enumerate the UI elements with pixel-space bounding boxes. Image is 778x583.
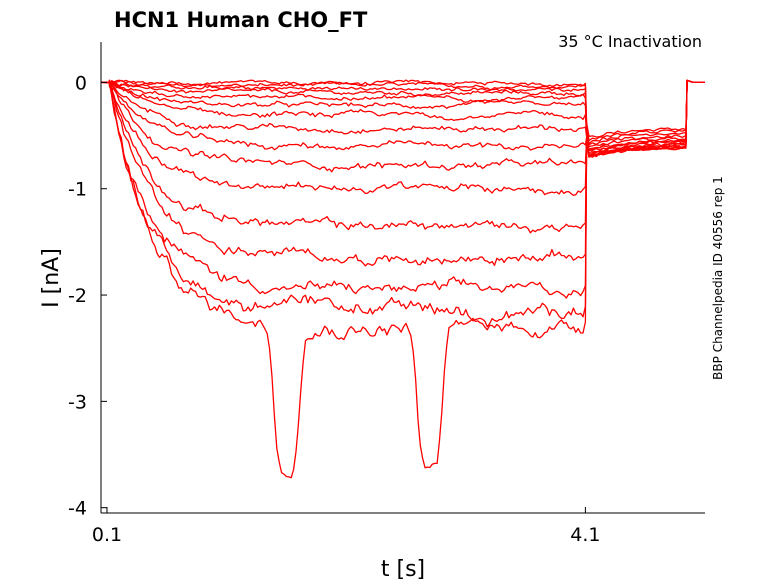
current-trace [101, 79, 705, 142]
y-axis-label: I [nA] [39, 248, 64, 308]
current-trace [100, 79, 705, 234]
current-trace [100, 79, 705, 479]
current-trace [100, 79, 705, 152]
x-axis-ticks: 0.1 4.1 [92, 507, 601, 546]
current-trace [101, 79, 705, 155]
current-trace [100, 79, 705, 146]
current-trace [100, 79, 705, 145]
current-trace [100, 79, 705, 148]
current-trace [100, 79, 705, 151]
x-tick-label: 0.1 [92, 524, 122, 546]
plot-area: 0 -1 -2 -3 -4 0.1 4.1 [68, 42, 705, 546]
channelpedia-id-label: BBP Channelpedia ID 40556 rep 1 [711, 176, 725, 380]
current-trace [100, 79, 705, 197]
x-axis-label: t [s] [381, 557, 425, 582]
y-tick-label: -1 [68, 179, 87, 201]
y-tick-label: -4 [68, 498, 87, 520]
chart-subtitle: 35 °C Inactivation [558, 32, 702, 51]
current-trace [100, 79, 705, 328]
y-axis-ticks: 0 -1 -2 -3 -4 [68, 72, 107, 520]
x-tick-label: 4.1 [570, 524, 600, 546]
y-tick-label: -3 [68, 391, 87, 413]
current-trace [100, 79, 705, 299]
y-tick-label: 0 [75, 72, 87, 94]
y-tick-label: -2 [68, 285, 87, 307]
current-traces [100, 79, 705, 479]
chart-title: HCN1 Human CHO_FT [114, 8, 368, 32]
current-trace [100, 79, 705, 150]
current-trace [100, 79, 705, 173]
current-trace [100, 79, 705, 267]
current-trace [100, 79, 705, 138]
